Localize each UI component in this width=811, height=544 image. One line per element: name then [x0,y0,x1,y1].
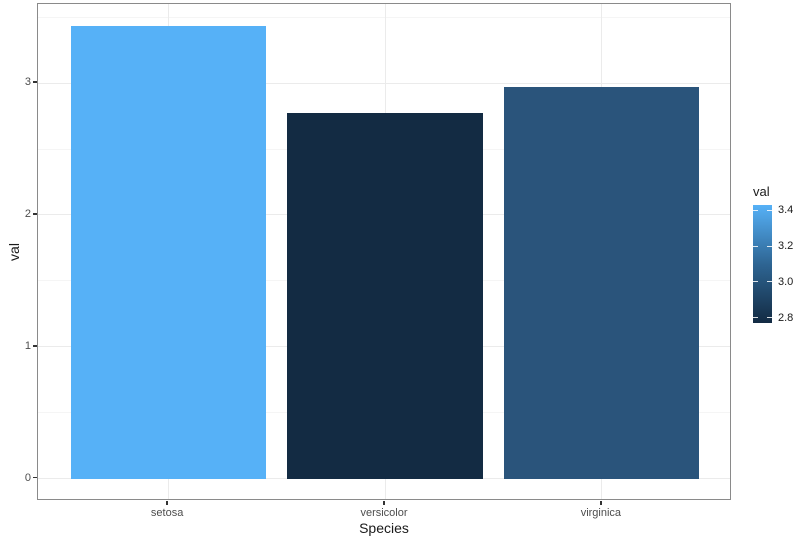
legend-tick-mark [753,317,758,319]
x-tick-mark [166,501,168,505]
plot-panel [37,3,731,500]
y-tick-label-1: 1 [24,339,31,352]
gridline-major [38,82,730,84]
y-axis-title: val [6,242,22,261]
legend-tick-label-3.2: 3.2 [778,240,794,253]
bar-setosa [70,26,266,479]
x-axis-title: Species [359,520,409,536]
y-tick-mark [33,213,37,215]
x-tick-label-versicolor: versicolor [360,507,408,519]
gridline-minor [38,16,730,18]
legend-tick-label-3.4: 3.4 [778,204,794,217]
legend-tick-mark [767,209,772,211]
y-tick-mark [33,476,37,479]
y-tick-label-0: 0 [24,471,31,484]
x-tick-mark [600,501,602,505]
legend-tick-mark [753,209,758,211]
legend-tick-label-3.0: 3.0 [778,275,794,288]
bar-versicolor [287,113,483,479]
y-tick-label-3: 3 [24,76,31,89]
y-tick-mark [33,345,37,347]
x-tick-mark [383,501,385,505]
legend-tick-mark [753,245,758,247]
y-tick-label-2: 2 [24,207,31,220]
legend-title: val [753,184,770,199]
legend-colorbar [753,205,772,323]
legend-tick-mark [767,245,772,247]
gridline-major [38,478,730,480]
legend-tick-mark [753,281,758,283]
legend-tick-mark [767,317,772,319]
legend-tick-label-2.8: 2.8 [778,311,794,324]
x-tick-label-virginica: virginica [580,507,622,519]
y-tick-mark [33,81,37,83]
x-tick-label-setosa: setosa [150,507,184,519]
legend-tick-mark [767,281,772,283]
bar-virginica [504,87,700,479]
